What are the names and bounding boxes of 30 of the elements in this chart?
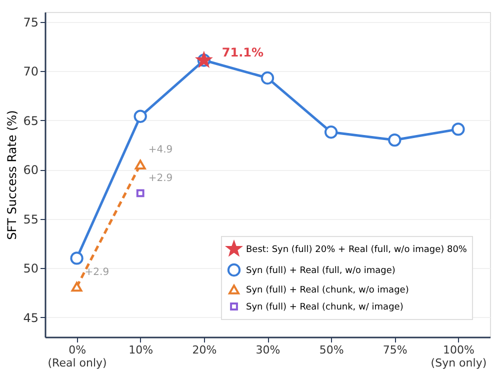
y-tick-label: 55	[23, 212, 38, 226]
y-axis-title: SFT Success Rate (%)	[5, 110, 20, 240]
point	[452, 122, 465, 136]
y-tick-label: 50	[23, 262, 38, 276]
x-tick-label: 30%	[256, 344, 280, 356]
point	[260, 71, 274, 85]
legend-label: Syn (full) + Real (chunk, w/ image)	[246, 302, 404, 312]
annotation: +2.9	[84, 266, 110, 278]
point	[70, 252, 84, 265]
legend-label: Syn (full) + Real (chunk, w/o image)	[246, 286, 409, 296]
annotation: 71.1%	[222, 45, 264, 60]
y-tick-label: 65	[23, 114, 38, 128]
x-tick-label: 10%	[128, 344, 154, 356]
point	[136, 189, 144, 198]
x-tick-label: 50%	[319, 344, 344, 356]
y-tick-label: 60	[23, 163, 38, 178]
x-tick-label: 75%	[382, 344, 408, 356]
legend-label: Syn (full) + Real (full, w/o image)	[246, 266, 396, 276]
point	[388, 133, 402, 147]
annotation: +4.9	[148, 144, 173, 156]
y-tick-label: 75	[23, 15, 38, 30]
point	[324, 126, 338, 139]
x-tick-label: 100% (Syn only)	[430, 344, 487, 370]
y-tick-label: 70	[23, 64, 38, 79]
x-tick-label: 0% (Real only)	[48, 344, 107, 370]
legend-label: Best: Syn (full) 20% + Real (full, w/o image) 80%	[246, 245, 468, 255]
annotation: +2.9	[148, 173, 173, 184]
x-tick-label: 20%	[192, 344, 217, 356]
y-tick-label: 45	[23, 310, 38, 325]
point	[134, 110, 147, 123]
